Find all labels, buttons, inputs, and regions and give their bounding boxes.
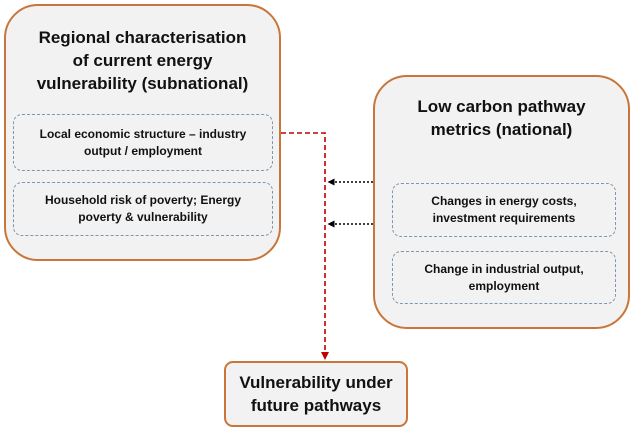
household-poverty-line-2: poverty & vulnerability [78,210,208,224]
red-connector-arrow [281,132,329,360]
industrial-output-line-1: Change in industrial output, [424,261,584,276]
energy-costs-box: Changes in energy costs, investment requ… [392,183,616,237]
industrial-output-line-2: employment [468,278,540,293]
right-title-line-2: metrics (national) [430,120,573,139]
local-economic-structure-line-2: output / employment [84,143,202,158]
left-title-line-1: Regional characterisation [38,28,247,47]
household-poverty-box: Household risk of poverty; Energy povert… [13,182,273,236]
low-carbon-pathway-title: Low carbon pathway metrics (national) [375,95,628,141]
left-title-line-3: vulnerability (subnational) [36,74,249,93]
result-line-1: Vulnerability under [239,373,393,392]
energy-costs-line-1: Changes in energy costs, [431,194,577,208]
local-economic-structure-line-1: Local economic structure – industry [39,126,247,141]
result-line-2: future pathways [250,396,382,415]
local-economic-structure-box: Local economic structure – industry outp… [13,114,273,171]
regional-characterisation-title: Regional characterisation of current ene… [6,26,279,95]
low-carbon-pathway-panel: Low carbon pathway metrics (national) Ch… [373,75,630,329]
industrial-output-box: Change in industrial output, employment [392,251,616,304]
household-poverty-line-1: Household risk of poverty; Energy [44,193,242,207]
right-title-line-1: Low carbon pathway [417,97,586,116]
energy-costs-line-2: investment requirements [432,211,576,225]
vulnerability-future-pathways-box: Vulnerability under future pathways [224,361,408,427]
regional-characterisation-panel: Regional characterisation of current ene… [4,4,281,261]
left-title-line-2: of current energy [72,51,213,70]
